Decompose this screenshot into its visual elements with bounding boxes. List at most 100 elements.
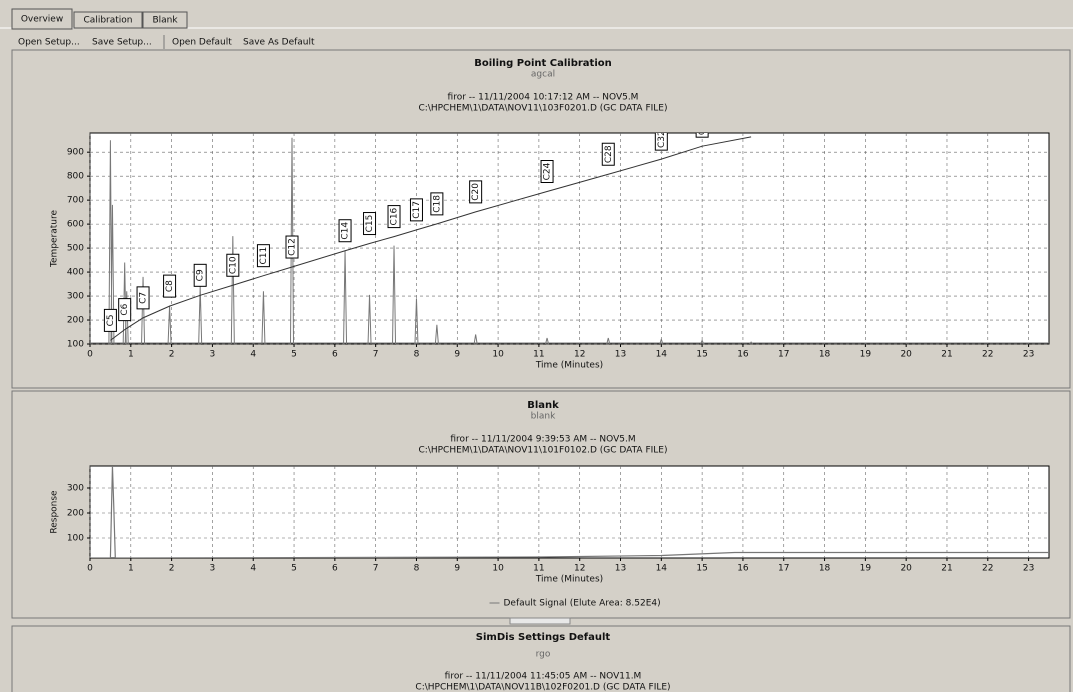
x-tick-label: 3 xyxy=(210,350,216,360)
x-tick-label: 13 xyxy=(615,350,626,360)
panel-title: SimDis Settings Default xyxy=(476,632,611,643)
x-tick-label: 4 xyxy=(250,350,256,360)
y-tick-label: 900 xyxy=(67,148,84,158)
x-tick-label: 21 xyxy=(941,564,952,574)
run-info: firor -- 11/11/2004 11:45:05 AM -- NOV11… xyxy=(445,672,642,682)
tab-label[interactable]: Overview xyxy=(21,15,63,25)
peak xyxy=(434,324,439,344)
tab-label[interactable]: Blank xyxy=(152,16,178,26)
peak xyxy=(230,236,235,344)
x-tick-label: 13 xyxy=(615,564,626,574)
plot-content xyxy=(90,466,1049,558)
toolbar-button[interactable]: Open Setup... xyxy=(18,38,80,48)
x-axis-label: Time (Minutes) xyxy=(535,361,603,371)
peak-label: C7 xyxy=(139,292,149,304)
chart-subtitle: agcal xyxy=(531,70,555,80)
tab[interactable] xyxy=(73,11,143,29)
x-tick-label: 6 xyxy=(332,564,338,574)
file-path: C:\HPCHEM\1\DATA\NOV11\103F0201.D (GC DA… xyxy=(419,104,668,114)
panel-subtitle: rgo xyxy=(536,650,551,660)
x-tick-label: 14 xyxy=(656,564,668,574)
x-tick-label: 2 xyxy=(169,350,175,360)
peak-label: C20 xyxy=(471,183,481,201)
peak-label-box xyxy=(387,205,401,229)
file-path: C:\HPCHEM\1\DATA\NOV11B\102F0201.D (GC D… xyxy=(415,683,670,692)
toolbar-button[interactable]: Save As Default xyxy=(243,38,315,48)
y-tick-label: 700 xyxy=(67,196,84,206)
y-tick-label: 200 xyxy=(67,509,84,519)
x-tick-label: 23 xyxy=(1023,350,1034,360)
peak-label: C11 xyxy=(259,247,269,265)
x-tick-label: 7 xyxy=(373,350,379,360)
peak xyxy=(659,337,664,344)
peak-label-box xyxy=(430,192,444,216)
chart-subtitle: blank xyxy=(531,412,556,422)
x-tick-label: 5 xyxy=(291,350,297,360)
x-tick-label: 15 xyxy=(696,564,707,574)
peak-label-box xyxy=(226,253,240,277)
x-tick-label: 22 xyxy=(982,350,993,360)
x-tick-label: 10 xyxy=(492,350,504,360)
x-tick-label: 2 xyxy=(169,564,175,574)
peak-label: C15 xyxy=(365,215,375,233)
y-tick-label: 100 xyxy=(67,534,84,544)
peak xyxy=(700,339,705,344)
x-tick-label: 23 xyxy=(1023,564,1034,574)
legend-entry: Default Signal (Elute Area: 8.52E4) xyxy=(504,599,661,609)
peak-label: C16 xyxy=(390,207,400,225)
tab-label[interactable]: Calibration xyxy=(84,16,133,26)
y-tick-label: 600 xyxy=(67,220,84,230)
x-tick-label: 11 xyxy=(533,564,544,574)
x-tick-label: 1 xyxy=(128,564,134,574)
peak xyxy=(392,245,397,344)
peak-label-box xyxy=(654,133,668,151)
x-tick-label: 20 xyxy=(900,350,912,360)
tab[interactable] xyxy=(11,8,73,30)
peak xyxy=(367,294,372,344)
peak-label-box xyxy=(103,308,117,332)
peak-label: C6 xyxy=(120,303,130,315)
y-tick-label: 300 xyxy=(67,484,84,494)
tab[interactable] xyxy=(142,11,188,29)
x-tick-label: 3 xyxy=(210,564,216,574)
peak-label: C18 xyxy=(432,195,442,213)
panel xyxy=(11,625,1071,692)
x-tick-label: 0 xyxy=(87,350,93,360)
y-tick-label: 100 xyxy=(67,340,84,350)
peak-label: C8 xyxy=(165,280,175,292)
x-tick-label: 22 xyxy=(982,564,993,574)
peak-label-box xyxy=(409,198,423,222)
x-tick-label: 17 xyxy=(778,564,789,574)
peak xyxy=(141,276,146,344)
x-tick-label: 16 xyxy=(737,350,749,360)
peak-label: C32 xyxy=(657,130,667,148)
x-tick-label: 17 xyxy=(778,350,789,360)
peak xyxy=(414,298,419,344)
toolbar-button[interactable]: Open Default xyxy=(172,38,232,48)
x-tick-label: 16 xyxy=(737,564,749,574)
peak xyxy=(545,337,550,344)
y-axis-label: Temperature xyxy=(50,210,60,268)
peak-label-box xyxy=(469,180,483,204)
peak xyxy=(606,337,611,344)
x-tick-label: 19 xyxy=(860,350,872,360)
peak-label-box xyxy=(118,298,132,322)
toolbar-button[interactable]: Save Setup... xyxy=(92,38,152,48)
x-tick-label: 14 xyxy=(656,350,668,360)
peak-label-box xyxy=(285,235,299,259)
peak-label: C10 xyxy=(228,256,238,274)
x-tick-label: 18 xyxy=(819,564,831,574)
x-tick-label: 1 xyxy=(128,350,134,360)
peak xyxy=(124,291,129,344)
peak xyxy=(110,204,115,344)
splitter-handle[interactable] xyxy=(509,617,571,625)
plot-area xyxy=(89,132,1050,345)
x-tick-label: 0 xyxy=(87,564,93,574)
x-tick-label: 11 xyxy=(533,350,544,360)
x-tick-label: 20 xyxy=(900,564,912,574)
y-tick-label: 200 xyxy=(67,316,84,326)
run-info: firor -- 11/11/2004 9:39:53 AM -- NOV5.M xyxy=(450,435,635,445)
y-tick-label: 800 xyxy=(67,172,84,182)
